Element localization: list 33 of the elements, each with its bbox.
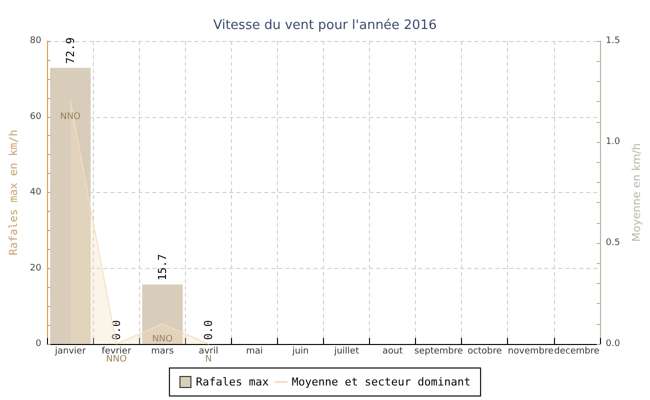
x-tick-label: juillet: [333, 346, 360, 356]
y2-tick-label: 1.5: [606, 36, 620, 46]
y2-tick-label: 1.0: [606, 137, 620, 147]
legend-label: Rafales max: [196, 376, 270, 388]
x-tick-label: fevrier: [102, 346, 132, 356]
data-label: NNO: [60, 112, 81, 122]
y-axis-title: Rafales max en km/h: [7, 130, 20, 256]
x-tick-label: mars: [151, 346, 174, 356]
y2-tick-label: 0.5: [606, 238, 620, 248]
chart-title: Vitesse du vent pour l'année 2016: [213, 18, 437, 33]
data-label: NNO: [152, 334, 173, 344]
y-tick-label: 0: [36, 339, 42, 349]
x-tick-label: novembre: [508, 346, 554, 356]
y-tick-label: 80: [30, 36, 42, 46]
y-tick-label: 20: [30, 263, 42, 274]
x-tick-label: decembre: [554, 346, 600, 356]
x-tick-label: septembre: [414, 346, 464, 356]
data-label: 72.9: [64, 37, 77, 64]
x-tick-label: octobre: [468, 346, 502, 356]
x-tick-label: aout: [382, 346, 404, 356]
y-tick-label: 40: [30, 188, 42, 198]
x-tick-label: mai: [246, 346, 263, 356]
x-tick-label: juin: [291, 346, 309, 356]
data-label: 15.7: [156, 254, 169, 281]
x-tick-label: avril: [198, 346, 218, 356]
data-label: NNO: [106, 354, 127, 364]
data-label: 0.0: [202, 320, 215, 340]
y2-tick-label: 0.0: [606, 339, 620, 349]
x-tick-label: janvier: [54, 346, 86, 356]
legend-label: Moyenne et secteur dominant: [292, 376, 471, 388]
y2-axis-title: Moyenne en km/h: [630, 143, 643, 242]
data-label: N: [205, 354, 212, 364]
y-tick-label: 60: [30, 112, 42, 122]
